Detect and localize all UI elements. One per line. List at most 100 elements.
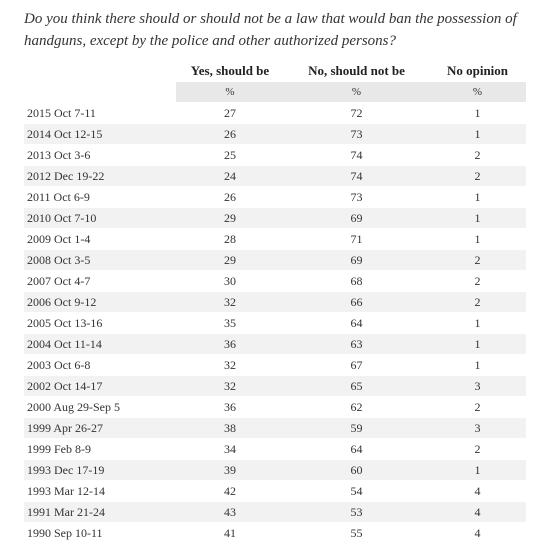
table-body: 2015 Oct 7-11 27 72 1 2014 Oct 12-15 26 73 1 201…: [24, 102, 526, 544]
yes-value-cell: 28: [176, 228, 284, 250]
yes-value-cell: 27: [176, 102, 284, 124]
date-cell: 1991 Mar 21-24: [24, 501, 176, 523]
yes-value-cell: 43: [176, 501, 284, 523]
no-value-cell: 53: [284, 501, 429, 523]
unit-yes: %: [176, 82, 284, 103]
yes-value-cell: 32: [176, 291, 284, 313]
yes-value-cell: 26: [176, 123, 284, 145]
date-cell: 1993 Mar 12-14: [24, 480, 176, 502]
no-opinion-value-cell: 2: [429, 396, 526, 418]
no-value-cell: 55: [284, 522, 429, 544]
no-opinion-value-cell: 2: [429, 249, 526, 271]
no-opinion-value-cell: 1: [429, 228, 526, 250]
date-cell: 2009 Oct 1-4: [24, 228, 176, 250]
date-cell: 2006 Oct 9-12: [24, 291, 176, 313]
units-blank-cell: [24, 82, 176, 103]
no-value-cell: 73: [284, 123, 429, 145]
date-cell: 2012 Dec 19-22: [24, 165, 176, 187]
no-value-cell: 60: [284, 459, 429, 481]
units-row: % % %: [24, 82, 526, 103]
table-row: 2011 Oct 6-9 26 73 1: [24, 186, 526, 208]
no-value-cell: 62: [284, 396, 429, 418]
header-yes: Yes, should be: [190, 63, 270, 78]
header-date: [24, 60, 176, 82]
table-row: 1993 Dec 17-19 39 60 1: [24, 459, 526, 481]
yes-value-cell: 29: [176, 207, 284, 229]
table-row: 1993 Mar 12-14 42 54 4: [24, 480, 526, 502]
table-row: 2000 Aug 29-Sep 5 36 62 2: [24, 396, 526, 418]
yes-value-cell: 30: [176, 270, 284, 292]
date-cell: 2011 Oct 6-9: [24, 186, 176, 208]
unit-no-opinion: %: [429, 82, 526, 103]
no-value-cell: 68: [284, 270, 429, 292]
yes-value-cell: 38: [176, 417, 284, 439]
no-value-cell: 67: [284, 354, 429, 376]
table-row: 2005 Oct 13-16 35 64 1: [24, 312, 526, 334]
table-row: 1991 Mar 21-24 43 53 4: [24, 501, 526, 523]
no-value-cell: 64: [284, 312, 429, 334]
header-no: No, should not be: [308, 63, 405, 78]
table-row: 2009 Oct 1-4 28 71 1: [24, 228, 526, 250]
no-opinion-value-cell: 3: [429, 375, 526, 397]
no-opinion-value-cell: 1: [429, 207, 526, 229]
no-value-cell: 73: [284, 186, 429, 208]
table-row: 1999 Feb 8-9 34 64 2: [24, 438, 526, 460]
date-cell: 2004 Oct 11-14: [24, 333, 176, 355]
no-opinion-value-cell: 1: [429, 459, 526, 481]
question-text: Do you think there should or should not …: [24, 11, 517, 49]
header-row: Yes, should be No, should not be No opin…: [24, 60, 526, 82]
no-opinion-value-cell: 1: [429, 354, 526, 376]
table-row: 2012 Dec 19-22 24 74 2: [24, 165, 526, 187]
date-cell: 1999 Apr 26-27: [24, 417, 176, 439]
no-opinion-value-cell: 1: [429, 102, 526, 124]
no-value-cell: 66: [284, 291, 429, 313]
no-value-cell: 71: [284, 228, 429, 250]
date-cell: 1999 Feb 8-9: [24, 438, 176, 460]
yes-value-cell: 32: [176, 354, 284, 376]
date-cell: 2005 Oct 13-16: [24, 312, 176, 334]
yes-value-cell: 32: [176, 375, 284, 397]
no-opinion-value-cell: 2: [429, 270, 526, 292]
no-value-cell: 74: [284, 144, 429, 166]
poll-results-table: Yes, should be No, should not be No opin…: [24, 60, 526, 544]
yes-value-cell: 36: [176, 396, 284, 418]
date-cell: 2010 Oct 7-10: [24, 207, 176, 229]
table-row: 2014 Oct 12-15 26 73 1: [24, 123, 526, 145]
table-row: 2015 Oct 7-11 27 72 1: [24, 102, 526, 124]
no-opinion-value-cell: 1: [429, 333, 526, 355]
no-opinion-value-cell: 1: [429, 312, 526, 334]
no-opinion-value-cell: 1: [429, 186, 526, 208]
date-cell: 1990 Sep 10-11: [24, 522, 176, 544]
unit-no: %: [284, 82, 429, 103]
no-value-cell: 64: [284, 438, 429, 460]
table-row: 1999 Apr 26-27 38 59 3: [24, 417, 526, 439]
table-row: 2004 Oct 11-14 36 63 1: [24, 333, 526, 355]
table-row: 2003 Oct 6-8 32 67 1: [24, 354, 526, 376]
yes-value-cell: 41: [176, 522, 284, 544]
table-row: 2013 Oct 3-6 25 74 2: [24, 144, 526, 166]
no-opinion-value-cell: 4: [429, 501, 526, 523]
header-no-opinion: No opinion: [446, 63, 509, 78]
yes-value-cell: 36: [176, 333, 284, 355]
date-cell: 2015 Oct 7-11: [24, 102, 176, 124]
no-value-cell: 63: [284, 333, 429, 355]
no-value-cell: 54: [284, 480, 429, 502]
no-value-cell: 72: [284, 102, 429, 124]
yes-value-cell: 26: [176, 186, 284, 208]
no-opinion-value-cell: 4: [429, 522, 526, 544]
no-opinion-value-cell: 2: [429, 165, 526, 187]
table-row: 2002 Oct 14-17 32 65 3: [24, 375, 526, 397]
table-row: 1990 Sep 10-11 41 55 4: [24, 522, 526, 544]
no-value-cell: 69: [284, 207, 429, 229]
yes-value-cell: 25: [176, 144, 284, 166]
yes-value-cell: 42: [176, 480, 284, 502]
no-value-cell: 69: [284, 249, 429, 271]
yes-value-cell: 24: [176, 165, 284, 187]
yes-value-cell: 35: [176, 312, 284, 334]
no-opinion-value-cell: 3: [429, 417, 526, 439]
table-row: 2008 Oct 3-5 29 69 2: [24, 249, 526, 271]
table-row: 2007 Oct 4-7 30 68 2: [24, 270, 526, 292]
no-opinion-value-cell: 1: [429, 123, 526, 145]
no-value-cell: 65: [284, 375, 429, 397]
